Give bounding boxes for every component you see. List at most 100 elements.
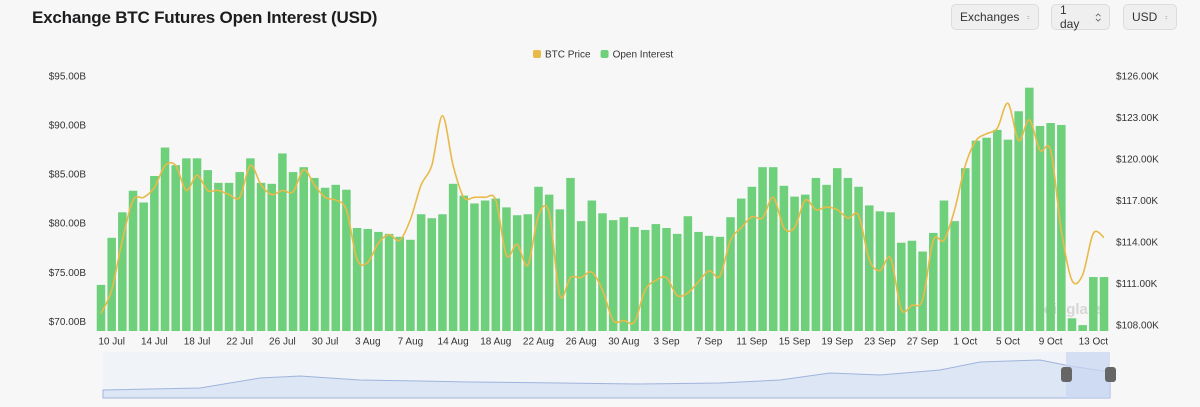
bar	[886, 212, 895, 331]
legend-label: Open Interest	[613, 50, 674, 61]
bar	[598, 213, 607, 331]
interval-dropdown[interactable]: 1 day	[1051, 3, 1110, 31]
y-tick-label: $70.00B	[49, 317, 87, 328]
bar	[640, 229, 650, 331]
y2-tick-label: $114.00K	[1116, 238, 1158, 249]
navigator	[102, 352, 1116, 399]
x-tick-label: 1 Oct	[953, 337, 977, 348]
bar	[555, 209, 565, 331]
bar	[864, 205, 874, 331]
bar-series	[96, 87, 1109, 332]
y2-tick-label: $111.00K	[1116, 279, 1158, 290]
bar	[747, 186, 757, 331]
bar	[715, 236, 725, 331]
navigator-selection[interactable]	[1066, 352, 1110, 398]
x-tick-label: 30 Aug	[608, 337, 639, 348]
x-tick-label: 15 Sep	[779, 337, 811, 348]
x-tick-label: 18 Aug	[480, 337, 511, 348]
bar	[619, 217, 629, 331]
bar	[918, 251, 927, 331]
legend-swatch	[533, 50, 541, 58]
x-tick-label: 14 Jul	[141, 337, 168, 348]
y-tick-label: $90.00B	[49, 121, 87, 132]
bar	[768, 167, 778, 331]
bar	[160, 147, 170, 331]
chevron	[1165, 15, 1168, 19]
bar	[491, 198, 501, 331]
bar	[1035, 125, 1045, 331]
bar	[395, 236, 405, 331]
bar	[331, 184, 341, 331]
bar	[950, 221, 959, 331]
navigator-handle[interactable]	[1105, 367, 1116, 382]
bar	[342, 189, 351, 331]
bar	[1099, 277, 1109, 331]
x-tick-label: 18 Jul	[184, 337, 211, 348]
x-tick-label: 27 Sep	[907, 337, 939, 348]
bar	[139, 202, 148, 331]
x-tick-label: 11 Sep	[736, 337, 767, 348]
x-tick-label: 3 Sep	[653, 337, 680, 348]
x-tick-label: 7 Sep	[696, 337, 723, 348]
dropdown-label: 1 day	[1060, 3, 1080, 31]
bar	[843, 177, 853, 331]
bar	[214, 182, 223, 331]
bar	[267, 183, 276, 331]
bar	[427, 218, 437, 331]
y2-tick-label: $126.00K	[1116, 72, 1159, 83]
legend-swatch	[600, 50, 609, 58]
bar	[1089, 277, 1098, 331]
bar	[854, 186, 863, 331]
x-tick-label: 26 Jul	[269, 337, 296, 348]
bar	[203, 170, 212, 331]
y2-tick-label: $123.00K	[1116, 113, 1159, 124]
currency-dropdown[interactable]: USD	[1123, 4, 1177, 30]
x-tick-label: 3 Aug	[355, 337, 381, 348]
dropdown-label: Exchanges	[960, 10, 1020, 24]
bar	[544, 194, 554, 331]
bar	[832, 168, 842, 331]
bar	[150, 175, 159, 331]
y-tick-label: $75.00B	[49, 268, 87, 279]
bar	[982, 137, 991, 331]
bar	[384, 233, 394, 331]
bar	[993, 129, 1002, 331]
bar	[811, 177, 821, 331]
bar	[171, 165, 180, 331]
bar	[118, 212, 127, 331]
bar	[512, 215, 522, 331]
bar	[1046, 123, 1055, 331]
bar	[961, 168, 970, 331]
bar	[523, 214, 533, 331]
bar	[672, 233, 682, 331]
y-tick-label: $85.00B	[49, 170, 87, 181]
bar	[736, 198, 746, 331]
bar	[310, 177, 319, 331]
exchange-dropdown[interactable]: Exchanges	[951, 4, 1039, 30]
price-line	[100, 102, 1105, 325]
bar	[256, 182, 266, 331]
bar	[800, 194, 810, 331]
x-tick-label: 5 Oct	[996, 337, 1020, 348]
bar	[907, 240, 917, 331]
bar	[416, 214, 426, 331]
navigator-handle[interactable]	[1061, 367, 1072, 382]
bar	[182, 158, 191, 331]
bar	[96, 284, 106, 331]
x-tick-label: 10 Jul	[98, 337, 125, 348]
bar	[288, 172, 298, 331]
bar	[704, 235, 714, 331]
dropdown-label: USD	[1132, 10, 1158, 24]
bar	[299, 167, 309, 331]
bar	[459, 195, 469, 331]
x-tick-label: 30 Jul	[312, 337, 339, 348]
bar	[448, 183, 458, 331]
y-tick-label: $80.00B	[49, 219, 87, 230]
bar	[790, 196, 799, 331]
bar	[822, 184, 831, 331]
bar	[235, 172, 244, 331]
y2-tick-label: $117.00K	[1116, 196, 1158, 207]
bar	[726, 217, 735, 331]
